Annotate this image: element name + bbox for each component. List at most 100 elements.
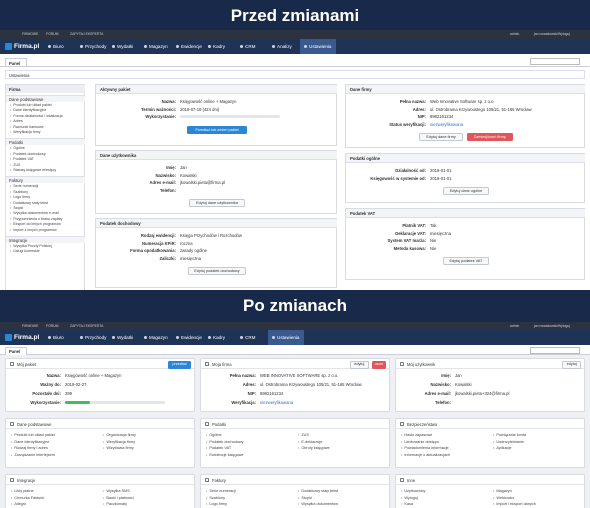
card-link[interactable]: Wyloguj	[401, 496, 417, 501]
sidebar-link[interactable]: Forma działalności i lokalizacja	[10, 114, 62, 119]
card-link[interactable]: Wysyłka dokumentów	[298, 502, 338, 507]
sidebar-link[interactable]: Wysyłka Poczty Polskiej	[10, 244, 52, 249]
card-link[interactable]: Obroty księgowe	[298, 446, 329, 451]
nav-item[interactable]: CRM	[245, 44, 256, 49]
card-link[interactable]: Użytkownicy	[401, 489, 425, 494]
sidebar-link[interactable]: ZUS	[10, 163, 20, 168]
card-link[interactable]: Dodatkowy stały tekst	[298, 489, 338, 494]
sidebar-link[interactable]: Dane identyfikacyjne	[10, 108, 46, 113]
sidebar-link[interactable]: Dodatkowy stały tekst	[10, 201, 48, 206]
user-link[interactable]: Wyloguj	[558, 323, 571, 328]
card-link[interactable]: Dane identyfikacyjne	[11, 440, 49, 445]
card-link[interactable]: Webhooks	[493, 496, 514, 501]
nav-item[interactable]: Wydatki	[117, 335, 134, 340]
user-link[interactable]: Wyloguj	[558, 31, 571, 36]
sidebar-link[interactable]: Rachunki bankowe	[10, 125, 43, 130]
card-link[interactable]: Powiązanie konta	[493, 433, 526, 438]
nav-item[interactable]: Przychody	[85, 335, 107, 340]
top-link[interactable]: FORUM	[46, 31, 59, 36]
button[interactable]: Edytuj dane ogólne	[443, 187, 489, 195]
card-link[interactable]: Podatek dochodowy	[206, 440, 243, 445]
sidebar-link[interactable]: Usługi kurierskie	[10, 249, 39, 254]
card-link[interactable]: Listy płatne	[11, 489, 33, 494]
sidebar-link[interactable]: Podatek dochodowy	[10, 152, 45, 157]
card-link[interactable]: Paczkomaty	[103, 502, 127, 507]
card-button[interactable]: przedłuż	[168, 361, 191, 369]
card-link[interactable]: Import i eksport danych	[493, 502, 535, 507]
card-link[interactable]: Szablony	[206, 496, 225, 501]
sidebar-link[interactable]: Weryfikacja firmy	[10, 130, 40, 135]
user-link[interactable]: jan nowakowski	[534, 323, 558, 328]
card-link[interactable]: Chmurka Fakturki	[11, 496, 44, 501]
nav-item[interactable]: Magazyn	[149, 335, 168, 340]
card-link[interactable]: Wizytówka firmy	[103, 446, 133, 451]
card-link[interactable]: Rodzaj firmy i adres	[11, 446, 48, 451]
card-link[interactable]: ZUS	[298, 433, 309, 438]
user-link[interactable]: admin	[510, 323, 520, 328]
nav-item[interactable]: Biuro	[53, 335, 64, 340]
card-link[interactable]: Hasło zapasowe	[401, 433, 432, 438]
button[interactable]: Przedłuż lub zmień pakiet	[186, 125, 248, 134]
nav-item[interactable]: Kadry	[213, 44, 226, 49]
sidebar-link[interactable]: Statusy księgowe miesięcy	[10, 168, 56, 173]
card-link[interactable]: Limitowanie dostępu	[401, 440, 439, 445]
nav-item[interactable]: Wydatki	[117, 44, 134, 49]
card-button[interactable]: edytuj	[350, 361, 369, 369]
button[interactable]: Zamknij/usuń firmę	[466, 133, 513, 141]
sidebar-link[interactable]: Ogólne	[10, 146, 25, 151]
card-link[interactable]: Logo firmy	[206, 502, 227, 507]
button[interactable]: Edytuj podatek VAT	[443, 257, 489, 265]
user-link[interactable]: jan nowakowski	[534, 31, 558, 36]
nav-item[interactable]: Ustawienia	[277, 335, 300, 340]
top-link[interactable]: ZAPYTAJ EKSPERTA	[70, 323, 104, 328]
card-link[interactable]: Ogólne	[206, 433, 221, 438]
user-link[interactable]: admin	[510, 31, 520, 36]
tab[interactable]: Panel	[5, 58, 27, 66]
card-link[interactable]: Informacje o aktualizacjach	[401, 453, 450, 458]
button[interactable]: Edytuj dane użytkownika	[188, 199, 246, 207]
card-link[interactable]: Uwierzytelnianie	[493, 440, 524, 445]
button[interactable]: Edytuj dane firmy	[419, 133, 463, 141]
button[interactable]: Edytuj podatek dochodowy	[187, 267, 247, 275]
card-link[interactable]: Allegro	[11, 502, 26, 507]
search[interactable]	[530, 346, 580, 354]
sidebar-link[interactable]: Serie numeracji	[10, 184, 38, 189]
card-link[interactable]: Ewidencje księgowe	[206, 453, 243, 458]
card-link[interactable]: Serie numeracji	[206, 489, 235, 494]
nav-item[interactable]: CRM	[245, 335, 256, 340]
nav-item[interactable]: Magazyn	[149, 44, 168, 49]
card-button[interactable]: edytuj	[562, 361, 581, 369]
card-link[interactable]: Organizacja firmy	[103, 433, 136, 438]
sidebar-link[interactable]: Wysyłka dokumentów e-mail	[10, 211, 59, 216]
card-link[interactable]: Powiadomienia informacje	[401, 446, 448, 451]
sidebar-link[interactable]: Adres	[10, 119, 22, 124]
nav-item[interactable]: Analizy	[277, 44, 292, 49]
top-link[interactable]: FIRMOWE	[22, 323, 39, 328]
card-link[interactable]: Banki i płatności	[103, 496, 133, 501]
nav-item[interactable]: Ustawienia	[309, 44, 332, 49]
card-link[interactable]: Zarządzanie interfejsem	[11, 453, 55, 458]
card-link[interactable]: Podatek VAT	[206, 446, 231, 451]
sidebar-link[interactable]: Produkt lub układ pakiet	[10, 103, 51, 108]
nav-item[interactable]: Ewidencje	[181, 335, 202, 340]
nav-item[interactable]: Ewidencje	[181, 44, 202, 49]
card-link[interactable]: Stopki	[298, 496, 312, 501]
top-link[interactable]: ZAPYTAJ EKSPERTA	[70, 31, 104, 36]
card-link[interactable]: Kasa	[401, 502, 413, 507]
card-link[interactable]: Magazyn	[493, 489, 511, 494]
top-link[interactable]: FIRMOWE	[22, 31, 39, 36]
card-link[interactable]: Aplikacje	[493, 446, 511, 451]
nav-item[interactable]: Przychody	[85, 44, 107, 49]
sidebar-link[interactable]: Eksport do innych programów	[10, 222, 61, 227]
sidebar-link[interactable]: Logo firmy	[10, 195, 30, 200]
card-button[interactable]: usuń	[371, 361, 386, 369]
card-link[interactable]: Produkt lub układ pakiet	[11, 433, 55, 438]
card-link[interactable]: Weryfikacja firmy	[103, 440, 135, 445]
top-link[interactable]: FORUM	[46, 323, 59, 328]
nav-item[interactable]: Kadry	[213, 335, 226, 340]
tab[interactable]: Panel	[5, 347, 27, 355]
sidebar-link[interactable]: Przypomnienia o braku zapłaty	[10, 217, 62, 222]
sidebar-link[interactable]: Stopki	[10, 206, 23, 211]
sidebar-link[interactable]: Szablony	[10, 190, 28, 195]
card-link[interactable]: Wysyłka SMS	[103, 489, 129, 494]
